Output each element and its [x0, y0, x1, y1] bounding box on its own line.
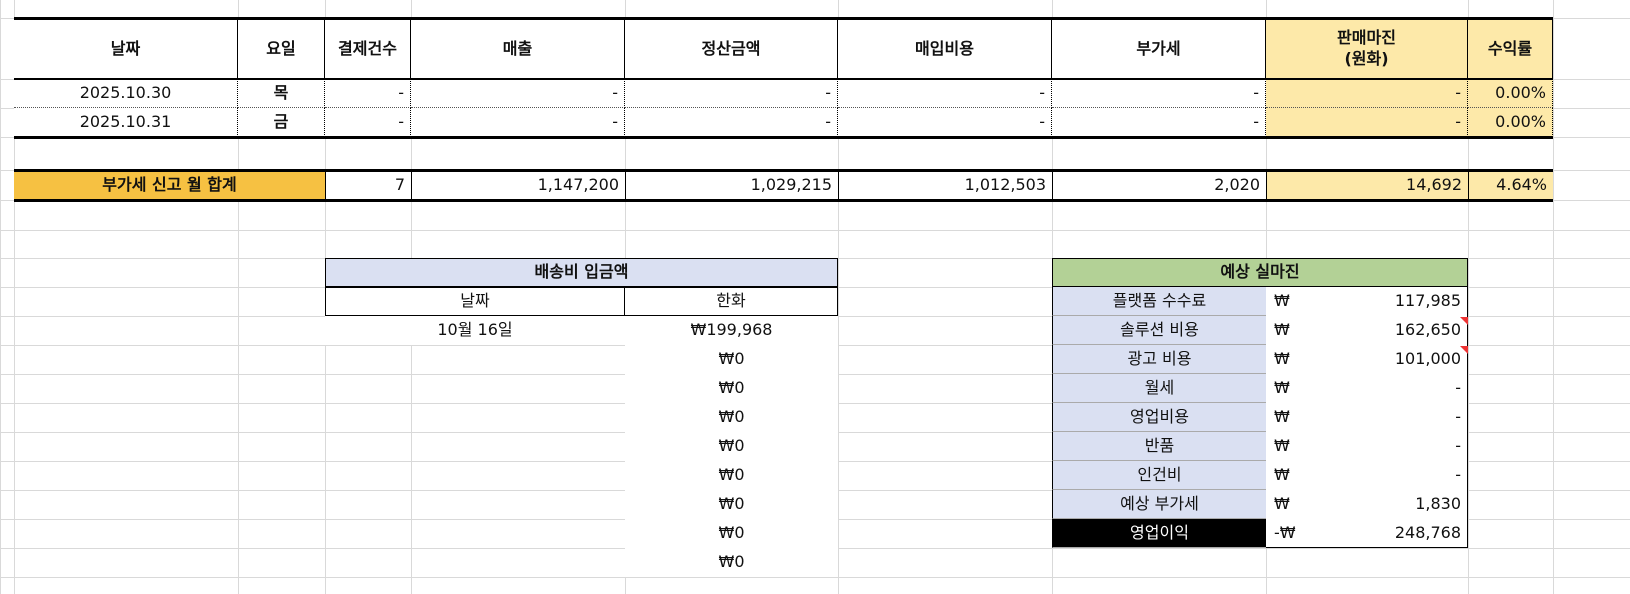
- margin-label: 광고 비용: [1052, 345, 1266, 374]
- table-border: [14, 78, 1553, 80]
- grid-line: [1468, 0, 1469, 594]
- margin-amount: 248,768: [1320, 519, 1468, 548]
- margin-label: 예상 부가세: [1052, 490, 1266, 519]
- margin-amount: -: [1320, 432, 1468, 461]
- total-value: 1,147,200: [411, 171, 625, 199]
- margin-currency: ₩: [1266, 461, 1320, 490]
- margin-title: 예상 실마진: [1052, 258, 1468, 287]
- column-header: 부가세: [1052, 19, 1266, 79]
- margin-currency: ₩: [1266, 345, 1320, 374]
- margin-label: 솔루션 비용: [1052, 316, 1266, 345]
- total-value: 14,692: [1266, 171, 1468, 199]
- table-cell: 목: [238, 79, 325, 108]
- shipping-amount: ₩0: [625, 374, 838, 403]
- total-value: 7: [325, 171, 411, 199]
- shipping-amount: ₩0: [625, 519, 838, 548]
- table-cell: 금: [238, 108, 325, 137]
- column-header: 판매마진 (원화): [1266, 19, 1468, 79]
- grid-line: [0, 577, 1630, 578]
- shipping-amount: ₩0: [625, 490, 838, 519]
- table-cell: -: [838, 79, 1052, 108]
- table-cell: 2025.10.30: [14, 79, 238, 108]
- margin-amount: 101,000: [1320, 345, 1468, 374]
- total-value: 1,012,503: [838, 171, 1052, 199]
- margin-currency: ₩: [1266, 490, 1320, 519]
- table-cell: -: [411, 108, 625, 137]
- shipping-amount: ₩0: [625, 548, 838, 577]
- column-header: 매입비용: [838, 19, 1052, 79]
- margin-label: 반품: [1052, 432, 1266, 461]
- shipping-date: 10월 16일: [325, 316, 625, 345]
- grid-line: [0, 0, 1, 594]
- margin-label: 플랫폼 수수료: [1052, 287, 1266, 316]
- grid-line: [1553, 0, 1554, 594]
- table-border: [14, 169, 1553, 172]
- total-value: 4.64%: [1468, 171, 1553, 199]
- table-cell: -: [1052, 108, 1266, 137]
- margin-label: 월세: [1052, 374, 1266, 403]
- margin-currency: -₩: [1266, 519, 1320, 548]
- table-cell: -: [625, 79, 838, 108]
- margin-amount: -: [1320, 374, 1468, 403]
- margin-amount: -: [1320, 403, 1468, 432]
- table-border: [14, 199, 1553, 202]
- comment-indicator: [1460, 346, 1468, 354]
- column-header: 요일: [238, 19, 325, 79]
- shipping-title: 배송비 입금액: [325, 258, 838, 287]
- shipping-amount: ₩0: [625, 432, 838, 461]
- total-value: 2,020: [1052, 171, 1266, 199]
- table-cell: -: [1052, 79, 1266, 108]
- margin-amount: 162,650: [1320, 316, 1468, 345]
- table-cell: -: [838, 108, 1052, 137]
- table-cell: -: [325, 79, 411, 108]
- grid-line: [14, 0, 15, 594]
- column-header: 정산금액: [625, 19, 838, 79]
- margin-amount: 1,830: [1320, 490, 1468, 519]
- margin-label: 영업이익: [1052, 519, 1266, 548]
- margin-currency: ₩: [1266, 403, 1320, 432]
- grid-line: [238, 0, 239, 594]
- column-header: 매출: [411, 19, 625, 79]
- total-value: 1,029,215: [625, 171, 838, 199]
- grid-line: [0, 230, 1630, 231]
- margin-currency: ₩: [1266, 316, 1320, 345]
- margin-label: 영업비용: [1052, 403, 1266, 432]
- shipping-amount: ₩199,968: [625, 316, 838, 345]
- margin-currency: ₩: [1266, 374, 1320, 403]
- shipping-amount: ₩0: [625, 461, 838, 490]
- margin-amount: -: [1320, 461, 1468, 490]
- margin-amount: 117,985: [1320, 287, 1468, 316]
- table-cell: -: [625, 108, 838, 137]
- shipping-header: 날짜: [325, 287, 625, 316]
- shipping-amount: ₩0: [625, 345, 838, 374]
- table-cell: -: [411, 79, 625, 108]
- margin-currency: ₩: [1266, 432, 1320, 461]
- grid-line: [838, 0, 839, 594]
- shipping-header: 한화: [625, 287, 838, 316]
- table-border: [14, 17, 1553, 20]
- column-header: 수익률: [1468, 19, 1553, 79]
- table-cell: -: [325, 108, 411, 137]
- margin-label: 인건비: [1052, 461, 1266, 490]
- table-cell: 0.00%: [1468, 79, 1553, 108]
- margin-currency: ₩: [1266, 287, 1320, 316]
- table-cell: -: [1266, 108, 1468, 137]
- column-header: 날짜: [14, 19, 238, 79]
- shipping-amount: ₩0: [625, 403, 838, 432]
- table-cell: 0.00%: [1468, 108, 1553, 137]
- table-cell: -: [1266, 79, 1468, 108]
- total-label: 부가세 신고 월 합계: [14, 171, 325, 199]
- comment-indicator: [1460, 317, 1468, 325]
- column-header: 결제건수: [325, 19, 411, 79]
- table-border: [14, 136, 1553, 139]
- table-cell: 2025.10.31: [14, 108, 238, 137]
